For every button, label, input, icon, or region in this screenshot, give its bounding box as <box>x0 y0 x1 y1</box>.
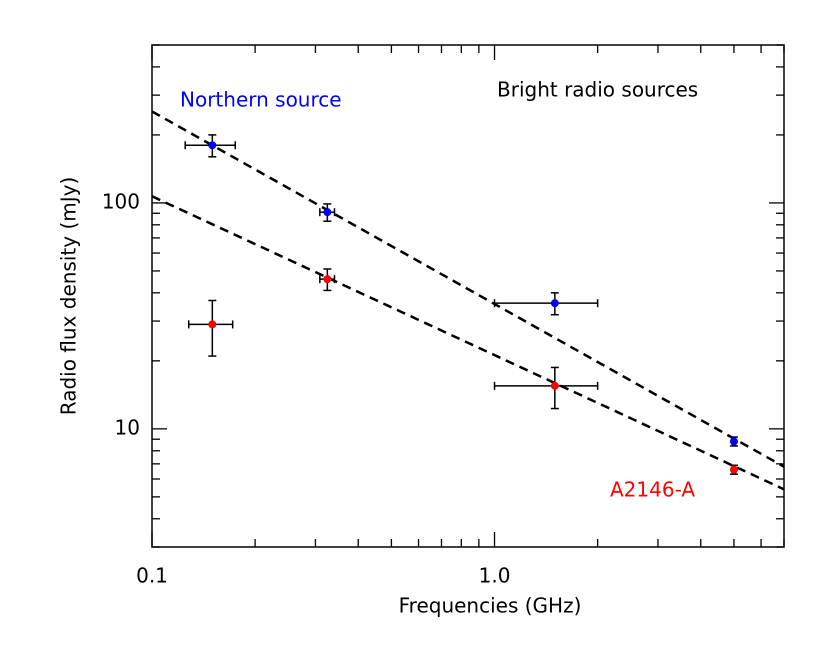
point <box>208 320 217 329</box>
legend-label: A2146-A <box>610 478 695 502</box>
point <box>729 465 738 474</box>
plot-frame <box>151 44 785 548</box>
legend-label: Northern source <box>180 88 342 112</box>
y-tick-label: 100 <box>102 189 140 213</box>
point <box>323 208 332 217</box>
x-tick-label: 0.1 <box>136 564 168 588</box>
point <box>729 437 738 446</box>
fit-line <box>151 195 785 491</box>
y-axis-label: Radio flux density (mJy) <box>57 177 81 416</box>
x-axis-label: Frequencies (GHz) <box>399 594 582 618</box>
y-tick-label: 10 <box>115 415 140 439</box>
fit-line <box>151 110 785 468</box>
point <box>550 299 559 308</box>
point <box>208 141 217 150</box>
x-tick-label: 1.0 <box>479 564 511 588</box>
point <box>323 275 332 284</box>
point <box>550 381 559 390</box>
annotation: Bright radio sources <box>497 78 698 102</box>
